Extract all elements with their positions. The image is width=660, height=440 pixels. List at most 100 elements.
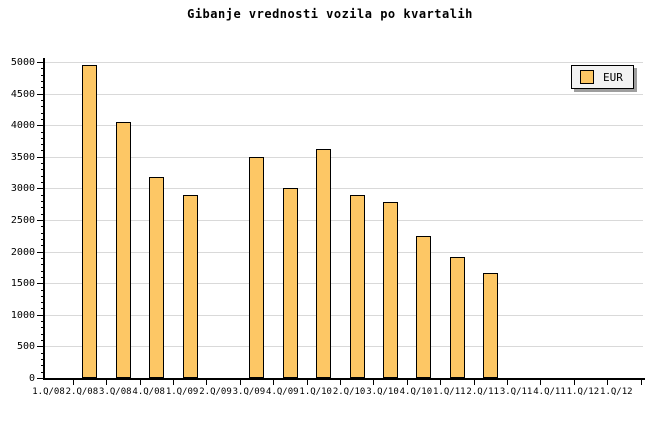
grid-line [45, 156, 643, 158]
x-tick-label: 3.Q/09 [232, 387, 266, 397]
y-tick-label: 2500 [10, 215, 35, 226]
y-major-tick [37, 125, 43, 127]
x-axis-line [43, 378, 645, 380]
y-major-tick [37, 378, 43, 379]
y-minor-tick [41, 80, 44, 82]
x-tick [573, 380, 575, 385]
bar [283, 188, 298, 378]
legend-swatch-icon [580, 70, 594, 84]
x-tick-label: 4.Q/09 [266, 387, 299, 397]
bar [483, 273, 498, 378]
x-tick [473, 380, 475, 385]
y-minor-tick [41, 194, 44, 196]
y-axis-line [43, 58, 45, 380]
grid-line [45, 93, 643, 95]
y-tick-label: 4500 [10, 88, 35, 100]
x-tick [507, 380, 508, 385]
bar [383, 202, 398, 378]
y-tick-label: 3000 [10, 183, 35, 195]
x-tick-label: 1.Q/12 [566, 387, 600, 397]
x-tick [607, 380, 609, 385]
y-major-tick [37, 62, 43, 63]
y-minor-tick [41, 87, 44, 89]
y-major-tick [37, 188, 43, 190]
x-tick-label: 4.Q/08 [132, 387, 165, 397]
grid-line [45, 251, 643, 253]
bar [116, 122, 131, 378]
y-minor-tick [41, 106, 44, 108]
x-tick [139, 380, 141, 385]
y-major-tick [37, 346, 43, 348]
y-major-tick [37, 156, 43, 158]
x-tick-label: 1.Q/11 [433, 387, 466, 397]
y-minor-tick [41, 207, 44, 209]
grid-line [45, 125, 643, 127]
y-minor-tick [41, 169, 44, 171]
y-minor-tick [41, 99, 44, 101]
bar [183, 195, 198, 378]
y-minor-tick [41, 371, 44, 373]
x-tick-label: 1.Q/10 [299, 387, 332, 397]
y-minor-tick [41, 226, 44, 228]
y-minor-tick [41, 118, 44, 120]
y-minor-tick [41, 137, 44, 139]
y-minor-tick [41, 295, 44, 297]
x-tick [440, 380, 442, 385]
grid-line [45, 62, 643, 63]
y-minor-tick [41, 68, 44, 70]
bar [316, 149, 331, 378]
x-tick-label: 1.Q/12 [600, 387, 633, 397]
x-tick-label: 3.Q/08 [99, 387, 132, 397]
x-tick [640, 380, 642, 385]
x-tick-label: 4.Q/11 [533, 387, 566, 397]
x-tick-label: 2.Q/08 [65, 387, 99, 397]
y-minor-tick [41, 270, 44, 272]
y-minor-tick [41, 74, 44, 76]
x-tick-label: 2.Q/10 [332, 387, 366, 397]
y-minor-tick [41, 144, 44, 146]
x-tick [106, 380, 108, 385]
y-minor-tick [41, 321, 44, 323]
y-minor-tick [41, 245, 44, 247]
x-tick [306, 380, 308, 385]
x-tick-label: 4.Q/10 [399, 387, 433, 397]
x-tick-label: 2.Q/09 [199, 387, 232, 397]
y-major-tick [37, 251, 43, 253]
bar [82, 65, 97, 378]
y-minor-tick [41, 182, 44, 184]
grid-line [45, 346, 643, 348]
y-tick-label: 0 [28, 373, 35, 384]
y-minor-tick [41, 150, 44, 152]
x-tick [406, 380, 408, 385]
y-minor-tick [41, 289, 44, 291]
x-tick [72, 380, 74, 385]
x-tick [340, 380, 341, 385]
y-tick-label: 3500 [10, 151, 35, 163]
legend: EUR [571, 65, 634, 89]
y-minor-tick [41, 264, 44, 266]
y-minor-tick [41, 201, 44, 203]
y-tick-label: 1500 [10, 278, 35, 290]
y-minor-tick [41, 213, 44, 215]
y-minor-tick [41, 359, 44, 361]
y-minor-tick [41, 257, 44, 259]
bar [149, 177, 164, 378]
x-tick-label: 3.Q/10 [366, 387, 399, 397]
y-minor-tick [41, 232, 44, 234]
x-tick-label: 3.Q/11 [499, 387, 533, 397]
legend-label: EUR [603, 70, 623, 84]
y-major-tick [37, 283, 43, 285]
y-minor-tick [41, 276, 44, 278]
y-tick-label: 4000 [10, 120, 35, 132]
y-tick-label: 1000 [10, 309, 35, 321]
y-major-tick [37, 220, 43, 221]
x-tick [206, 380, 208, 385]
x-tick [239, 380, 241, 385]
y-minor-tick [41, 308, 44, 310]
y-major-tick [37, 93, 43, 95]
y-minor-tick [41, 365, 44, 367]
x-tick [173, 380, 174, 385]
y-minor-tick [41, 131, 44, 133]
x-tick [540, 380, 542, 385]
